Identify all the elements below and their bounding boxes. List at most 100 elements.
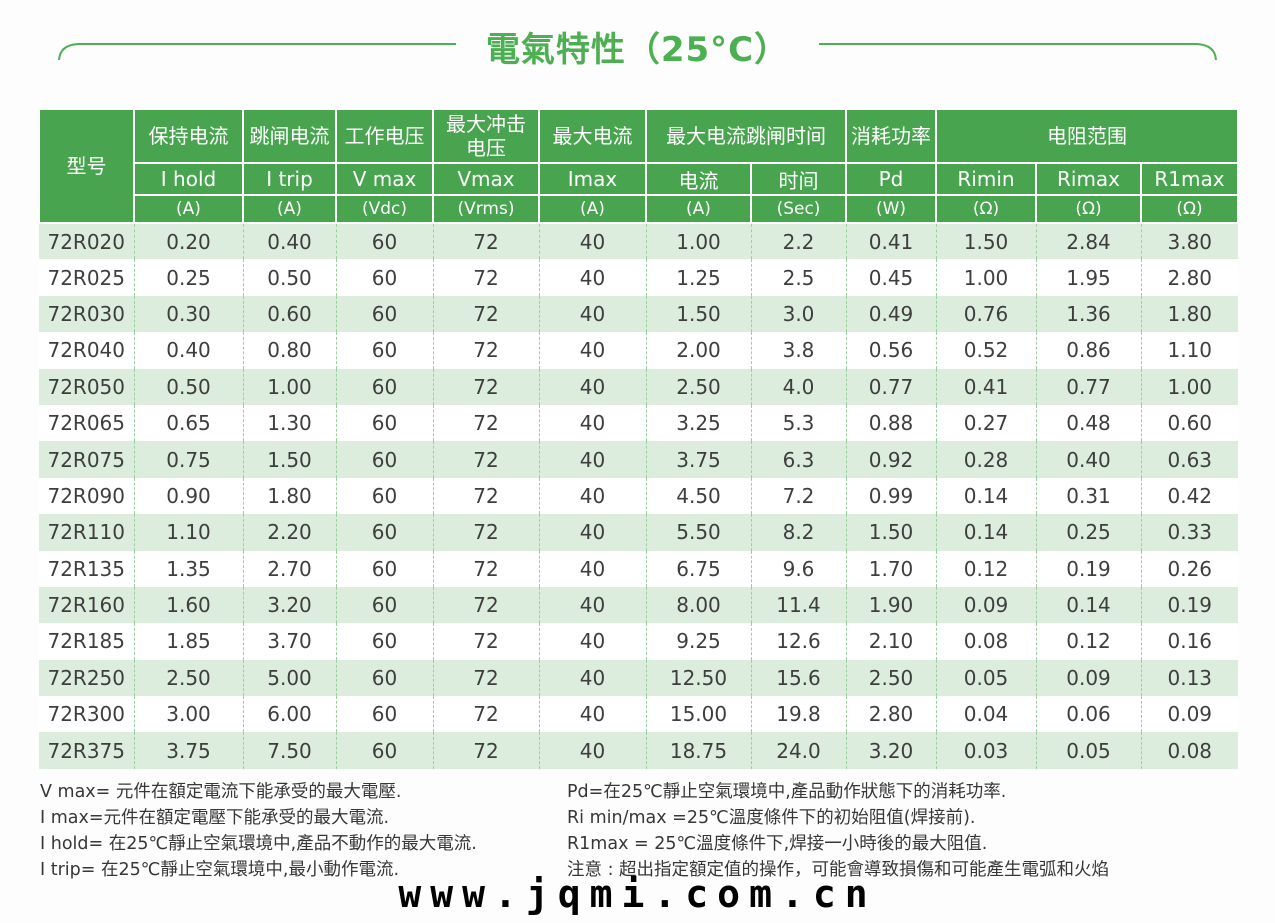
value-cell: 9.25 [646,623,752,660]
value-cell: 2.84 [1036,223,1142,260]
value-cell: 0.76 [936,295,1037,333]
value-cell: 0.56 [846,332,937,369]
value-cell: 72 [433,659,540,697]
model-cell: 72R135 [39,550,135,587]
value-cell: 0.20 [134,223,244,260]
value-cell: 0.04 [936,696,1037,733]
table-row-72R375: 72R375 3.75 7.50 60 72 40 18.75 24.0 3.20 0.03 0.0… [39,732,1239,769]
note-vmax: V max= 元件在額定電流下能承受的最大電壓. [40,782,402,802]
footnotes-left: V max= 元件在額定電流下能承受的最大電壓. I max=元件在額定電壓下能… [40,779,567,883]
value-cell: 3.25 [646,404,752,442]
value-cell: 72 [433,696,540,733]
electrical-characteristics-table: 型号 保持电流 跳闸电流 工作电压 最大冲击 电压 最大电流 最大电流跳闸时间 … [38,108,1240,769]
value-cell: 7.2 [751,477,847,515]
value-cell: 0.12 [936,550,1037,587]
value-cell: 0.14 [936,477,1037,515]
table-row-72R050: 72R050 0.50 1.00 60 72 40 2.50 4.0 0.77 0.41 0.77 1… [39,368,1239,405]
value-cell: 5.3 [751,404,847,442]
value-cell: 1.50 [846,514,937,551]
page-title: 電氣特性（25°C） [485,30,790,70]
model-cell: 72R110 [39,514,135,551]
value-cell: 0.19 [1036,550,1142,587]
value-cell: 0.60 [1167,411,1213,436]
value-cell: 1.50 [936,223,1037,260]
value-cell: 0.27 [936,404,1037,442]
value-cell: 0.30 [134,295,244,333]
value-cell: 40 [539,550,647,587]
model-cell: 72R160 [39,586,135,624]
value-cell: 11.4 [751,586,847,624]
value-cell: 60 [336,732,434,769]
value-cell: 0.31 [1036,477,1142,515]
value-cell: 0.40 [243,223,337,260]
header-r1max-unit: (Ω) [1139,194,1240,224]
value-cell: 0.92 [846,441,937,478]
model-cell: 72R040 [39,332,135,369]
value-cell: 7.50 [243,732,337,769]
value-cell: 0.03 [936,732,1037,769]
value-cell: 1.85 [134,623,244,660]
value-cell: 60 [336,295,434,333]
value-cell: 5.50 [646,514,752,551]
value-cell: 0.12 [1036,623,1142,660]
value-cell: 0.99 [846,477,937,515]
value-cell: 60 [336,696,434,733]
value-cell: 3.80 [1167,229,1213,254]
table-row-72R090: 72R090 0.90 1.80 60 72 40 4.50 7.2 0.99 0.14 0.31 0… [39,477,1239,515]
header-itrip-unit: (A) [242,194,337,224]
note-itrip: I trip= 在25℃靜止空氣環境中,最小動作電流. [40,860,400,880]
value-cell: 2.5 [751,259,847,296]
table-header: 型号 保持电流 跳闸电流 工作电压 最大冲击 电压 最大电流 最大电流跳闸时间 … [38,108,1240,224]
value-cell: 12.6 [751,623,847,660]
value-cell: 3.75 [134,732,244,769]
model-cell: 72R030 [39,295,135,333]
value-cell: 2.50 [646,368,752,405]
header-itrip-cn: 跳闸电流 [242,108,337,164]
value-cell: 72 [433,550,540,587]
value-cell: 40 [539,223,647,260]
note-rimin-max: Ri min/max =25℃溫度條件下的初始阻值(焊接前). [567,808,976,828]
value-cell: 40 [539,368,647,405]
value-cell: 8.2 [751,514,847,551]
header-pd-symbol: Pd [845,162,937,196]
value-cell: 0.05 [1036,732,1142,769]
value-cell: 0.60 [243,295,337,333]
value-cell: 1.80 [1167,301,1213,326]
note-ihold: I hold= 在25℃靜止空氣環境中,產品不動作的最大電流. [40,834,477,854]
value-cell: 3.00 [134,696,244,733]
value-cell: 40 [539,586,647,624]
value-cell: 3.70 [243,623,337,660]
table-row-72R185: 72R185 1.85 3.70 60 72 40 9.25 12.6 2.10 0.08 0.12… [39,623,1239,660]
value-cell: 0.06 [1036,696,1142,733]
value-cell: 1.36 [1036,295,1142,333]
value-cell: 0.77 [1036,368,1142,405]
header-rimax-unit: (Ω) [1035,194,1142,224]
value-cell: 2.50 [846,659,937,697]
value-cell: 72 [433,223,540,260]
model-cell: 72R050 [39,368,135,405]
value-cell: 8.00 [646,586,752,624]
value-cell: 60 [336,586,434,624]
value-cell: 0.08 [1167,738,1213,763]
value-cell: 0.13 [1167,665,1213,690]
value-cell: 3.75 [646,441,752,478]
header-itrip-symbol: I trip [242,162,337,196]
value-cell: 72 [433,732,540,769]
title-bar: 電氣特性（25°C） [0,22,1275,78]
value-cell: 0.25 [134,259,244,296]
value-cell: 60 [336,623,434,660]
value-cell: 0.63 [1167,447,1213,472]
value-cell: 1.00 [936,259,1037,296]
value-cell: 40 [539,659,647,697]
header-vmax-dc-cn: 工作电压 [335,108,434,164]
value-cell: 1.80 [243,477,337,515]
value-cell: 6.00 [243,696,337,733]
value-cell: 40 [539,732,647,769]
value-cell: 2.80 [846,696,937,733]
value-cell: 0.75 [134,441,244,478]
model-cell: 72R020 [39,223,135,260]
value-cell: 1.10 [134,514,244,551]
value-cell: 24.0 [751,732,847,769]
value-cell: 0.09 [1167,702,1213,727]
header-imax-cn: 最大电流 [538,108,647,164]
